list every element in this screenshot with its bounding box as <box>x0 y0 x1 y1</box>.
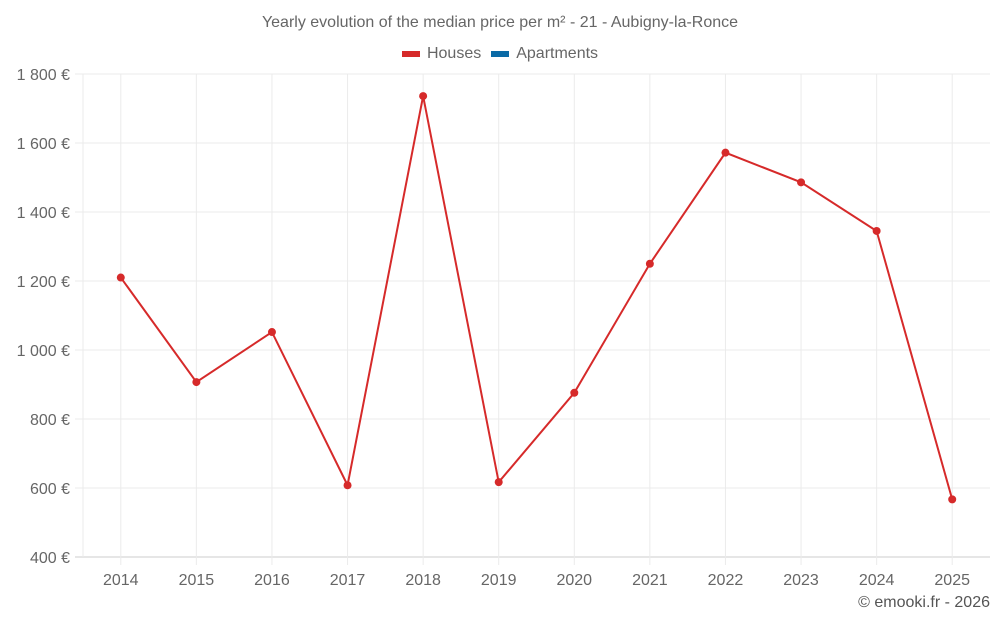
y-tick-label: 600 € <box>30 481 70 498</box>
x-tick-label: 2019 <box>481 572 517 589</box>
x-axis: 2014 2015 2016 2017 2018 2019 2020 2021 2022 2023… <box>103 572 970 589</box>
houses-swatch-icon <box>401 51 420 57</box>
y-tick-label: 1 800 € <box>17 67 70 84</box>
data-point[interactable] <box>948 495 957 504</box>
data-point[interactable] <box>797 178 806 187</box>
x-tick-label: 2020 <box>556 572 592 589</box>
data-point[interactable] <box>645 259 654 268</box>
legend-item-houses[interactable]: Houses <box>401 45 482 63</box>
data-point[interactable] <box>494 478 503 487</box>
series-houses <box>116 92 957 504</box>
apartments-swatch-icon <box>491 51 510 57</box>
legend-label-apartments: Apartments <box>516 45 599 62</box>
data-point[interactable] <box>872 226 881 235</box>
x-tick-label: 2023 <box>783 572 819 589</box>
y-tick-label: 400 € <box>30 550 70 567</box>
chart-title: Yearly evolution of the median price per… <box>261 14 739 31</box>
data-point[interactable] <box>343 481 352 490</box>
x-tick-label: 2025 <box>934 572 970 589</box>
legend: Houses Apartments <box>0 45 1000 63</box>
y-tick-label: 1 200 € <box>17 274 70 291</box>
x-tick-label: 2015 <box>179 572 215 589</box>
data-point[interactable] <box>267 328 276 337</box>
series-line <box>119 95 954 500</box>
x-tick-label: 2017 <box>330 572 366 589</box>
data-point[interactable] <box>192 378 201 387</box>
data-point[interactable] <box>419 92 428 101</box>
legend-item-apartments[interactable]: Apartments <box>491 45 598 63</box>
x-tick-label: 2016 <box>254 572 290 589</box>
grid <box>75 73 990 565</box>
y-tick-label: 1 400 € <box>17 205 70 222</box>
credit-text: © emooki.fr - 2026 <box>858 594 990 611</box>
data-point[interactable] <box>116 273 125 282</box>
x-tick-label: 2024 <box>859 572 895 589</box>
x-tick-label: 2022 <box>708 572 744 589</box>
data-point[interactable] <box>570 388 579 397</box>
y-axis: 400 € 600 € 800 € 1 000 € 1 200 € 1 400 € 1 60… <box>17 67 70 567</box>
y-tick-label: 1 000 € <box>17 343 70 360</box>
x-tick-label: 2014 <box>103 572 139 589</box>
data-point[interactable] <box>721 148 730 157</box>
y-tick-label: 1 600 € <box>17 136 70 153</box>
x-tick-label: 2021 <box>632 572 668 589</box>
y-tick-label: 800 € <box>30 412 70 429</box>
legend-label-houses: Houses <box>426 45 482 62</box>
x-tick-label: 2018 <box>405 572 441 589</box>
